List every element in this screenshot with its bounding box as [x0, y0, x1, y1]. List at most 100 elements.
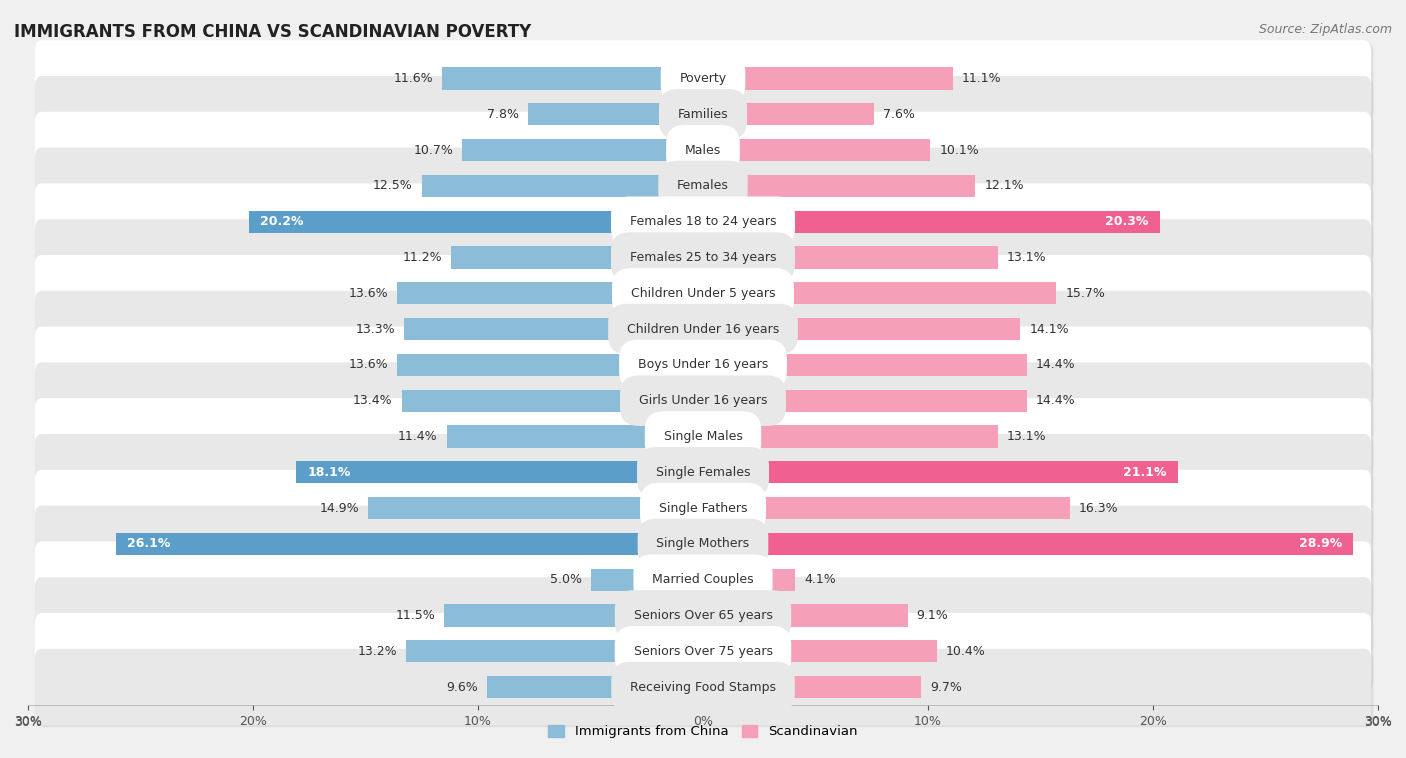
Bar: [404, 318, 703, 340]
Text: 16.3%: 16.3%: [1078, 502, 1118, 515]
Bar: [703, 497, 1070, 519]
Text: Single Females: Single Females: [655, 465, 751, 479]
Text: 11.4%: 11.4%: [398, 430, 437, 443]
FancyBboxPatch shape: [37, 471, 1374, 548]
FancyBboxPatch shape: [37, 328, 1374, 405]
Text: 11.6%: 11.6%: [394, 72, 433, 85]
FancyBboxPatch shape: [35, 255, 1371, 331]
FancyBboxPatch shape: [37, 149, 1374, 226]
Bar: [486, 676, 703, 698]
Text: Children Under 5 years: Children Under 5 years: [631, 287, 775, 300]
Text: 20.2%: 20.2%: [260, 215, 304, 228]
Text: 10.4%: 10.4%: [946, 645, 986, 658]
Bar: [115, 533, 703, 555]
Bar: [402, 390, 703, 412]
Text: Poverty: Poverty: [679, 72, 727, 85]
Text: Single Males: Single Males: [664, 430, 742, 443]
Bar: [396, 282, 703, 305]
Bar: [527, 103, 703, 125]
FancyBboxPatch shape: [37, 579, 1374, 656]
Bar: [703, 282, 1056, 305]
Bar: [295, 461, 703, 484]
Bar: [703, 354, 1026, 376]
Text: 10.1%: 10.1%: [939, 143, 979, 157]
Text: 13.3%: 13.3%: [356, 323, 395, 336]
Bar: [447, 425, 703, 447]
FancyBboxPatch shape: [35, 76, 1371, 152]
FancyBboxPatch shape: [37, 42, 1374, 119]
Bar: [703, 390, 1026, 412]
Text: 5.0%: 5.0%: [550, 573, 582, 586]
FancyBboxPatch shape: [35, 327, 1371, 403]
FancyBboxPatch shape: [37, 543, 1374, 620]
FancyBboxPatch shape: [35, 613, 1371, 690]
FancyBboxPatch shape: [35, 148, 1371, 224]
FancyBboxPatch shape: [37, 436, 1374, 512]
Text: 13.1%: 13.1%: [1007, 430, 1046, 443]
FancyBboxPatch shape: [37, 114, 1374, 190]
FancyBboxPatch shape: [37, 293, 1374, 369]
Text: 12.1%: 12.1%: [984, 180, 1024, 193]
Bar: [703, 425, 998, 447]
Text: Females 25 to 34 years: Females 25 to 34 years: [630, 251, 776, 264]
Text: 13.4%: 13.4%: [353, 394, 392, 407]
FancyBboxPatch shape: [35, 183, 1371, 260]
Bar: [406, 641, 703, 662]
Text: Receiving Food Stamps: Receiving Food Stamps: [630, 681, 776, 694]
FancyBboxPatch shape: [37, 185, 1374, 262]
Text: 13.6%: 13.6%: [349, 359, 388, 371]
Legend: Immigrants from China, Scandinavian: Immigrants from China, Scandinavian: [543, 719, 863, 744]
Text: 12.5%: 12.5%: [373, 180, 413, 193]
Bar: [703, 211, 1160, 233]
FancyBboxPatch shape: [37, 650, 1374, 727]
FancyBboxPatch shape: [35, 506, 1371, 582]
Text: Seniors Over 65 years: Seniors Over 65 years: [634, 609, 772, 622]
FancyBboxPatch shape: [37, 615, 1374, 691]
FancyBboxPatch shape: [35, 470, 1371, 547]
Text: 9.6%: 9.6%: [446, 681, 478, 694]
Bar: [703, 604, 908, 627]
FancyBboxPatch shape: [35, 219, 1371, 296]
Text: 20.3%: 20.3%: [1105, 215, 1149, 228]
Text: IMMIGRANTS FROM CHINA VS SCANDINAVIAN POVERTY: IMMIGRANTS FROM CHINA VS SCANDINAVIAN PO…: [14, 23, 531, 41]
Text: Girls Under 16 years: Girls Under 16 years: [638, 394, 768, 407]
Bar: [703, 103, 875, 125]
Text: 13.1%: 13.1%: [1007, 251, 1046, 264]
Text: Females: Females: [678, 180, 728, 193]
FancyBboxPatch shape: [37, 221, 1374, 298]
Text: 11.5%: 11.5%: [395, 609, 436, 622]
FancyBboxPatch shape: [35, 434, 1371, 511]
Bar: [703, 67, 953, 89]
Bar: [703, 175, 976, 197]
Bar: [703, 533, 1353, 555]
FancyBboxPatch shape: [37, 400, 1374, 477]
Text: 14.4%: 14.4%: [1036, 359, 1076, 371]
FancyBboxPatch shape: [35, 649, 1371, 725]
FancyBboxPatch shape: [37, 78, 1374, 155]
FancyBboxPatch shape: [35, 541, 1371, 618]
Bar: [703, 318, 1021, 340]
Bar: [249, 211, 703, 233]
Text: 13.2%: 13.2%: [357, 645, 396, 658]
Bar: [703, 676, 921, 698]
Text: Children Under 16 years: Children Under 16 years: [627, 323, 779, 336]
Text: 21.1%: 21.1%: [1123, 465, 1167, 479]
FancyBboxPatch shape: [35, 362, 1371, 439]
Text: 30%: 30%: [1364, 716, 1392, 728]
FancyBboxPatch shape: [35, 40, 1371, 117]
Text: 14.4%: 14.4%: [1036, 394, 1076, 407]
FancyBboxPatch shape: [35, 112, 1371, 189]
Bar: [444, 604, 703, 627]
Bar: [396, 354, 703, 376]
Bar: [703, 568, 796, 590]
Text: 9.7%: 9.7%: [931, 681, 962, 694]
FancyBboxPatch shape: [35, 291, 1371, 368]
Bar: [591, 568, 703, 590]
Text: Families: Families: [678, 108, 728, 121]
Text: 26.1%: 26.1%: [127, 537, 170, 550]
Text: 13.6%: 13.6%: [349, 287, 388, 300]
Bar: [703, 139, 931, 161]
Text: 14.9%: 14.9%: [319, 502, 359, 515]
Text: 11.1%: 11.1%: [962, 72, 1001, 85]
FancyBboxPatch shape: [37, 507, 1374, 584]
